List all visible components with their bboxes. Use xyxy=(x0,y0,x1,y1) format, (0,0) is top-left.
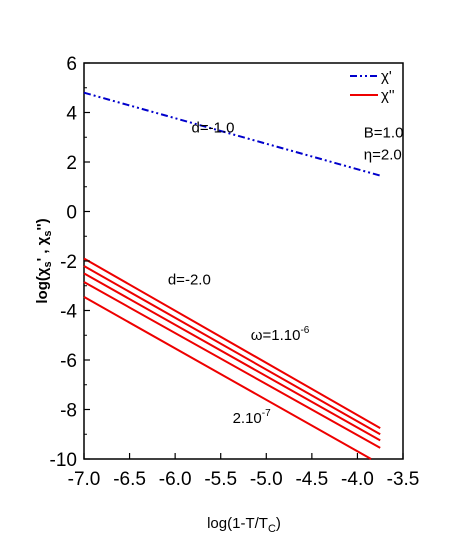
annotation-d1-text: d=-1.0 xyxy=(192,119,235,136)
series-line-1 xyxy=(83,257,381,429)
annotations-layer: d=-1.0 d=-2.0 B=1.0 η=2.0 ω=1.10-6 2.10-7 xyxy=(168,119,404,427)
annotation-d2-text: d=-2.0 xyxy=(168,272,211,289)
y-tick-label-7: -8 xyxy=(60,401,77,422)
annotation-d1: d=-1.0 xyxy=(192,119,235,136)
y-axis-label-mid: ' , xyxy=(34,245,51,261)
y-tick-label-2: 2 xyxy=(66,153,77,174)
annotation-omega: ω=1.10-6 xyxy=(251,325,310,344)
y-tick-label-5: -4 xyxy=(60,302,77,323)
annotation-eta: η=2.0 xyxy=(364,147,402,164)
y-axis-label-sub2: s xyxy=(42,231,54,237)
annotation-b-text: B=1.0 xyxy=(364,124,404,141)
y-axis-label-tail: '') xyxy=(34,218,51,230)
annotation-low-sup: -7 xyxy=(262,408,271,419)
x-tick-label-1: -6.5 xyxy=(113,469,146,490)
x-axis-label-sub: C xyxy=(268,523,276,535)
series-layer xyxy=(83,91,381,460)
annotation-low: 2.10-7 xyxy=(233,408,272,427)
y-tick-label-8: -10 xyxy=(50,450,77,471)
y-tick-label-0: 6 xyxy=(66,54,77,75)
y-tick-label-3: 0 xyxy=(66,203,77,224)
x-axis-label: log(1-T/TC) xyxy=(207,515,281,535)
y-axis-label-chi1: χ xyxy=(34,267,51,276)
series-line-5 xyxy=(83,296,372,460)
x-axis-label-tail: ) xyxy=(276,515,281,532)
x-tick-label-0: -7.0 xyxy=(68,469,101,490)
y-tick-label-4: -2 xyxy=(60,252,77,273)
x-tick-label-5: -4.5 xyxy=(295,469,328,490)
plot-frame xyxy=(83,62,404,460)
legend-label-chi-double-prime: χ'' xyxy=(381,87,395,104)
x-tick-label-2: -6.0 xyxy=(159,469,192,490)
legend-label-chi-prime: χ' xyxy=(381,68,392,85)
x-tick-label-6: -4.0 xyxy=(341,469,374,490)
legend: χ' χ'' xyxy=(350,68,395,104)
x-tick-label-7: -3.5 xyxy=(387,469,420,490)
x-tick-label-4: -5.0 xyxy=(250,469,283,490)
y-tick-label-1: 4 xyxy=(66,104,77,125)
x-axis-label-main: log(1-T/T xyxy=(207,515,268,532)
x-tick-label-3: -5.5 xyxy=(204,469,237,490)
annotation-d2: d=-2.0 xyxy=(168,272,211,289)
ticks-layer: -7.0 -6.5 -6.0 -5.5 -5.0 -4.5 -4.0 -3.5 6 4 2 0 -2 -4… xyxy=(50,54,420,490)
annotation-low-text: 2.10 xyxy=(233,410,262,427)
series-line-3 xyxy=(83,272,381,442)
annotation-eta-text: η=2.0 xyxy=(364,147,402,164)
series-line-0 xyxy=(83,91,381,177)
series-line-4 xyxy=(83,281,381,449)
annotation-omega-sup: -6 xyxy=(300,325,309,336)
annotation-omega-text: ω=1.10 xyxy=(251,327,301,344)
y-axis-label: log(χs' , χs'') xyxy=(34,218,54,303)
y-axis-label-part1: log( xyxy=(34,276,51,304)
y-axis-label-sub1: s xyxy=(42,261,54,267)
annotation-b: B=1.0 xyxy=(364,124,404,141)
y-tick-label-6: -6 xyxy=(60,351,77,372)
y-axis-label-chi2: χ xyxy=(34,236,51,245)
series-line-2 xyxy=(83,265,381,436)
